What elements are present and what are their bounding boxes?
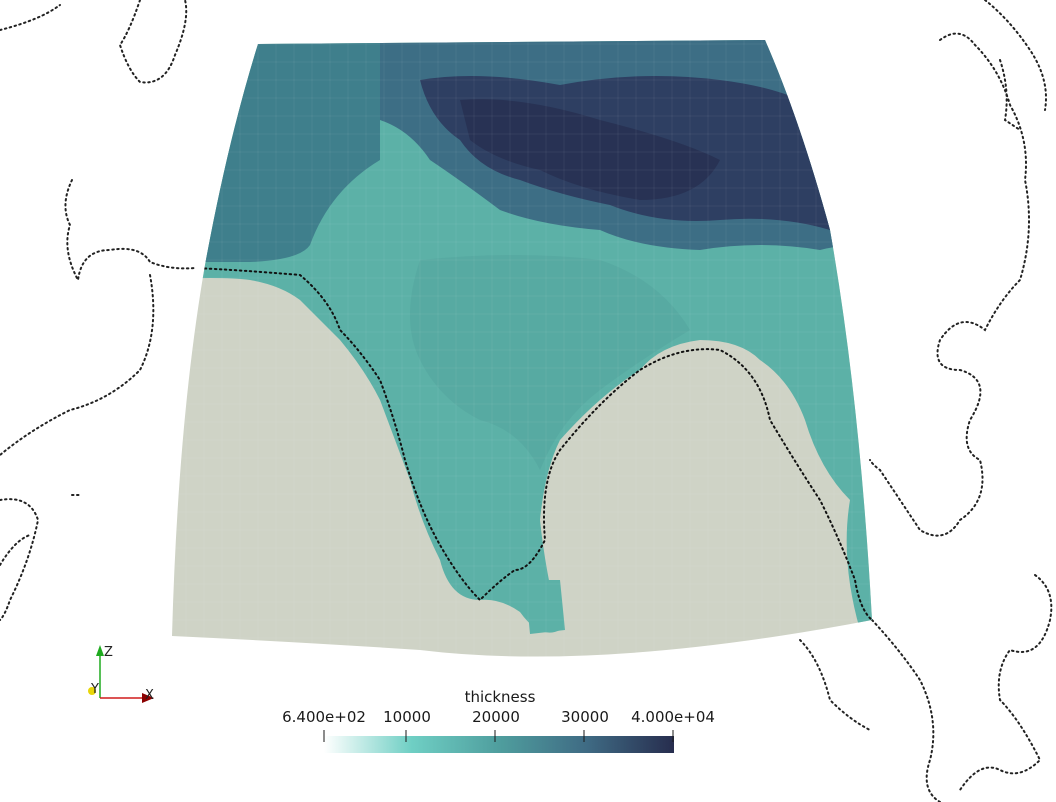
scalar-bar-tick-label: 20000 <box>472 708 520 726</box>
z-axis-label: Z <box>104 645 113 660</box>
bay-area <box>745 470 815 610</box>
scalar-bar-ticks <box>323 730 674 742</box>
scalar-bar-tick-label: 4.000e+04 <box>631 708 715 726</box>
orientation-axes: Z X Y <box>88 645 154 703</box>
scalar-bar-title: thickness <box>464 688 536 706</box>
landmass-shade <box>410 255 690 470</box>
plateau-core <box>460 99 720 200</box>
scalar-bar-tick-label: 6.400e+02 <box>282 708 366 726</box>
scalar-bar-gradient <box>324 736 674 753</box>
thickness-field <box>172 40 872 657</box>
inner-coastline <box>194 267 872 621</box>
island <box>525 580 565 634</box>
scalar-bar <box>323 730 674 753</box>
scalar-bar-tick-label: 30000 <box>561 708 609 726</box>
y-axis-label: Y <box>90 682 99 697</box>
scalar-bar-tick-label: 10000 <box>383 708 431 726</box>
x-axis-label: X <box>145 688 154 703</box>
